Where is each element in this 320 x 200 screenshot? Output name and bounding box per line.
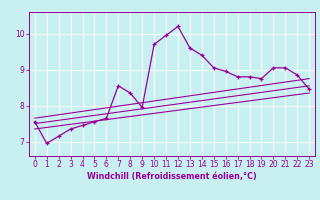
- X-axis label: Windchill (Refroidissement éolien,°C): Windchill (Refroidissement éolien,°C): [87, 172, 257, 181]
